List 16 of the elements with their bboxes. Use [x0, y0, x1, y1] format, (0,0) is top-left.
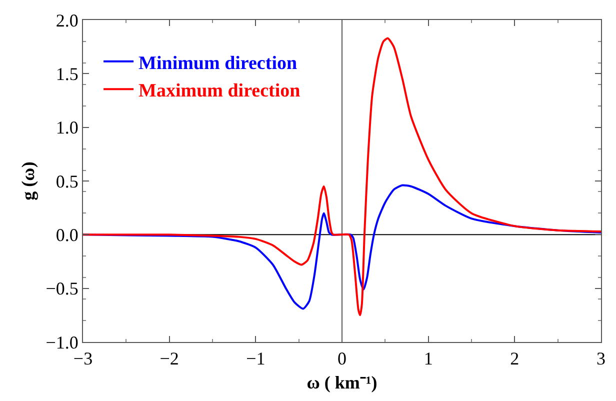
legend-label: Maximum direction — [138, 80, 301, 102]
x-tick-label: 0 — [338, 348, 346, 369]
y-tick-label: 1.5 — [56, 64, 78, 84]
x-tick-label: −2 — [160, 348, 179, 369]
y-axis-title: g (ω) — [18, 162, 38, 200]
x-axis-title: ω ( km⁻¹) — [306, 372, 378, 393]
y-tick-label: 1.0 — [56, 118, 78, 138]
legend-label: Minimum direction — [138, 52, 298, 74]
y-tick-label: 2.0 — [56, 10, 78, 30]
x-tick-label: 2 — [510, 348, 520, 369]
x-tick-label: −1 — [246, 348, 266, 369]
x-tick-label: 1 — [424, 348, 433, 369]
y-tick-label: 0.5 — [56, 171, 78, 192]
y-tick-label: 0.0 — [56, 224, 78, 245]
x-tick-label: 3 — [596, 348, 606, 369]
y-tick-label: −0.5 — [46, 278, 78, 299]
